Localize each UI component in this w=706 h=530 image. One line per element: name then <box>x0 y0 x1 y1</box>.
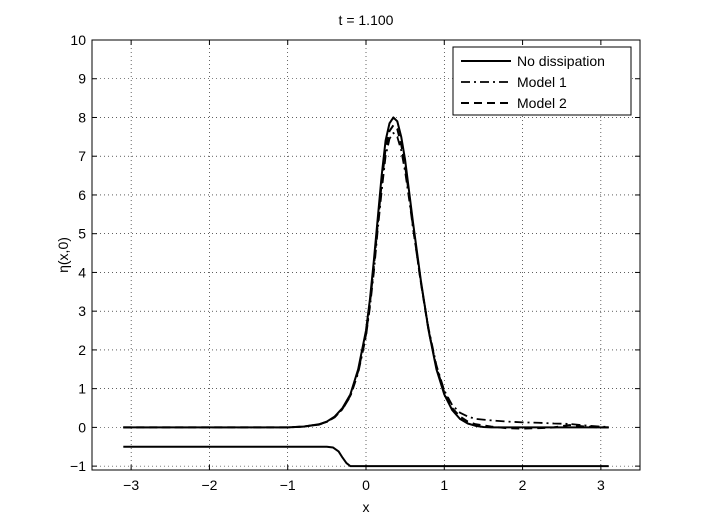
legend: No dissipation Model 1 Model 2 <box>452 46 632 116</box>
y-tick-label: 8 <box>78 109 86 125</box>
x-tick-label: 1 <box>440 477 448 493</box>
series-layer <box>123 116 609 468</box>
x-axis-label: x <box>363 499 370 515</box>
legend-entry-label: Model 1 <box>517 74 567 90</box>
y-tick-label: 3 <box>78 303 86 319</box>
ticks: −3 −2 −1 0 1 2 3 −1 0 1 2 3 4 5 6 7 8 9 10 <box>70 32 640 493</box>
series-line-4 <box>123 445 609 468</box>
y-tick-label: 1 <box>78 381 86 397</box>
y-tick-label: −1 <box>70 458 86 474</box>
y-tick-label: 6 <box>78 187 86 203</box>
y-tick-label: 7 <box>78 148 86 164</box>
series-line-2 <box>123 132 609 429</box>
x-tick-label: 0 <box>362 477 370 493</box>
legend-entry-label: Model 2 <box>517 95 567 111</box>
y-tick-label: 10 <box>70 32 86 48</box>
x-tick-label: −3 <box>123 477 139 493</box>
x-tick-label: 2 <box>519 477 527 493</box>
legend-entry-label: No dissipation <box>517 53 605 69</box>
y-tick-label: 0 <box>78 419 86 435</box>
y-tick-label: 5 <box>78 226 86 242</box>
legend-box <box>452 46 632 116</box>
x-tick-label: −1 <box>280 477 296 493</box>
y-tick-label: 2 <box>78 342 86 358</box>
chart-title: t = 1.100 <box>339 12 394 28</box>
y-tick-label: 4 <box>78 264 86 280</box>
x-tick-label: 3 <box>597 477 605 493</box>
y-axis-label: η(x,0) <box>55 237 71 273</box>
x-tick-label: −2 <box>201 477 217 493</box>
y-tick-label: 9 <box>78 71 86 87</box>
series-line-3 <box>123 124 609 430</box>
